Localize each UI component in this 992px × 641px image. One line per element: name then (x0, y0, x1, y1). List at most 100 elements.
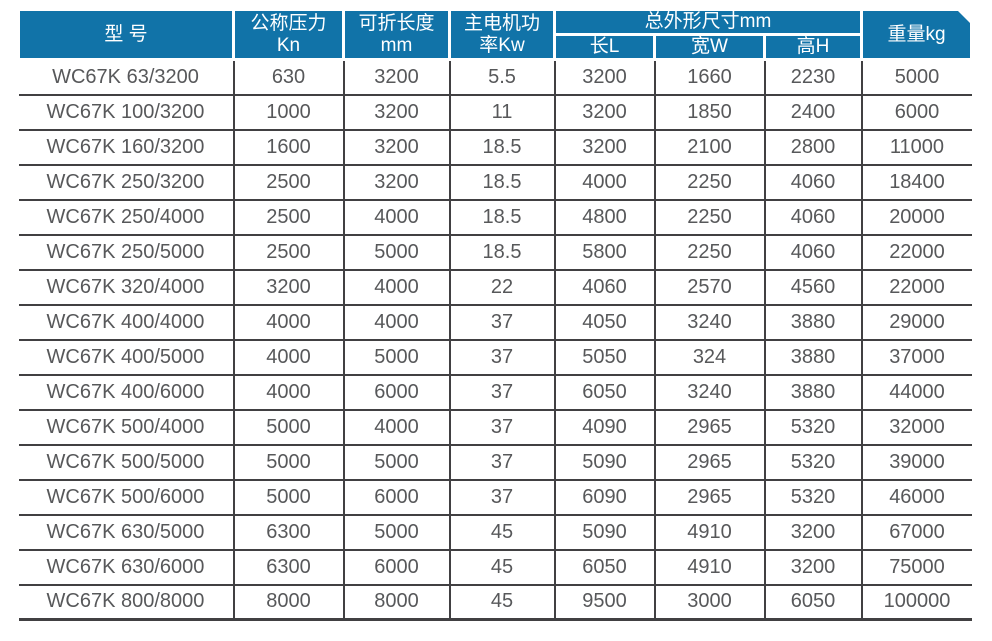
cell-length: 3200 (553, 58, 656, 96)
col-header-dimensions-group: 总外形尺寸mm (553, 8, 863, 36)
cell-pressure: 5000 (232, 443, 345, 481)
cell-model: WC67K 320/4000 (18, 268, 235, 306)
cell-length: 5800 (553, 233, 656, 271)
cell-motor-power: 37 (448, 443, 556, 481)
cell-width: 4910 (653, 548, 766, 586)
cell-width: 3000 (653, 583, 766, 621)
cell-height: 4060 (763, 163, 863, 201)
cell-weight: 46000 (860, 478, 972, 516)
cell-length: 3200 (553, 93, 656, 131)
table-body: WC67K 63/3200 630 3200 5.5 3200 1660 223… (18, 58, 972, 621)
cell-fold-length: 3200 (342, 58, 451, 96)
cell-weight: 5000 (860, 58, 972, 96)
cell-motor-power: 37 (448, 303, 556, 341)
cell-motor-power: 5.5 (448, 58, 556, 96)
cell-length: 4000 (553, 163, 656, 201)
col-header-pressure-line1: 公称压力 (250, 12, 327, 34)
col-header-dim-width: 宽W (653, 33, 766, 61)
cell-width: 2965 (653, 478, 766, 516)
cell-length: 9500 (553, 583, 656, 621)
cell-width: 1850 (653, 93, 766, 131)
cell-weight: 20000 (860, 198, 972, 236)
table-row: WC67K 63/3200 630 3200 5.5 3200 1660 223… (18, 58, 972, 96)
cell-height: 6050 (763, 583, 863, 621)
cell-length: 4050 (553, 303, 656, 341)
cell-width: 2100 (653, 128, 766, 166)
cell-width: 2250 (653, 163, 766, 201)
col-header-fold-length: 可折长度 mm (342, 8, 451, 61)
cell-length: 4060 (553, 268, 656, 306)
cell-length: 3200 (553, 128, 656, 166)
cell-pressure: 4000 (232, 338, 345, 376)
cell-model: WC67K 500/5000 (18, 443, 235, 481)
table-row: WC67K 160/3200 1600 3200 18.5 3200 2100 … (18, 128, 972, 166)
cell-weight: 22000 (860, 233, 972, 271)
cell-motor-power: 37 (448, 373, 556, 411)
table-row: WC67K 400/4000 4000 4000 37 4050 3240 38… (18, 303, 972, 341)
cell-length: 4090 (553, 408, 656, 446)
cell-height: 4060 (763, 198, 863, 236)
col-header-pressure: 公称压力 Kn (232, 8, 345, 61)
cell-height: 5320 (763, 408, 863, 446)
cell-height: 5320 (763, 478, 863, 516)
cell-fold-length: 5000 (342, 443, 451, 481)
cell-motor-power: 45 (448, 548, 556, 586)
cell-weight: 18400 (860, 163, 972, 201)
table-row: WC67K 400/5000 4000 5000 37 5050 324 388… (18, 338, 972, 376)
cell-fold-length: 6000 (342, 478, 451, 516)
cell-length: 6050 (553, 373, 656, 411)
col-header-motor-line1: 主电机功 (463, 12, 540, 34)
cell-weight: 75000 (860, 548, 972, 586)
cell-weight: 44000 (860, 373, 972, 411)
cell-model: WC67K 400/6000 (18, 373, 235, 411)
col-header-weight: 重量kg (860, 8, 973, 61)
cell-motor-power: 11 (448, 93, 556, 131)
cell-pressure: 6300 (232, 513, 345, 551)
cell-pressure: 2500 (232, 198, 345, 236)
table-row: WC67K 100/3200 1000 3200 11 3200 1850 24… (18, 93, 972, 131)
cell-weight: 11000 (860, 128, 972, 166)
cell-height: 2230 (763, 58, 863, 96)
col-header-pressure-line2: Kn (276, 34, 301, 56)
cell-motor-power: 18.5 (448, 128, 556, 166)
cell-width: 2250 (653, 233, 766, 271)
cell-model: WC67K 630/5000 (18, 513, 235, 551)
cell-fold-length: 4000 (342, 408, 451, 446)
cell-height: 3200 (763, 548, 863, 586)
cell-pressure: 630 (232, 58, 345, 96)
cell-width: 3240 (653, 373, 766, 411)
table-row: WC67K 500/6000 5000 6000 37 6090 2965 53… (18, 478, 972, 516)
cell-fold-length: 3200 (342, 93, 451, 131)
cell-motor-power: 37 (448, 338, 556, 376)
table-row: WC67K 630/5000 6300 5000 45 5090 4910 32… (18, 513, 972, 551)
table-row: WC67K 250/5000 2500 5000 18.5 5800 2250 … (18, 233, 972, 271)
cell-model: WC67K 400/5000 (18, 338, 235, 376)
cell-motor-power: 18.5 (448, 233, 556, 271)
col-header-fold-length-line1: 可折长度 (358, 12, 435, 34)
col-header-motor-line2: 率Kw (479, 34, 525, 56)
cell-height: 4560 (763, 268, 863, 306)
cell-length: 6090 (553, 478, 656, 516)
cell-pressure: 4000 (232, 373, 345, 411)
cell-fold-length: 3200 (342, 128, 451, 166)
cell-motor-power: 18.5 (448, 163, 556, 201)
cell-width: 2250 (653, 198, 766, 236)
cell-height: 5320 (763, 443, 863, 481)
table-header: 型 号 公称压力 Kn 可折长度 mm 主电机功 率Kw 总外形尺寸mm (17, 8, 973, 61)
cell-height: 2800 (763, 128, 863, 166)
cell-width: 3240 (653, 303, 766, 341)
table-row: WC67K 250/4000 2500 4000 18.5 4800 2250 … (18, 198, 972, 236)
cell-length: 5090 (553, 443, 656, 481)
cell-motor-power: 22 (448, 268, 556, 306)
cell-height: 4060 (763, 233, 863, 271)
cell-model: WC67K 400/4000 (18, 303, 235, 341)
col-header-dim-length: 长L (553, 33, 656, 61)
table-row: WC67K 630/6000 6300 6000 45 6050 4910 32… (18, 548, 972, 586)
cell-width: 2965 (653, 443, 766, 481)
cell-height: 3880 (763, 303, 863, 341)
cell-fold-length: 6000 (342, 373, 451, 411)
cell-fold-length: 6000 (342, 548, 451, 586)
cell-weight: 37000 (860, 338, 972, 376)
spec-table-container: 型 号 公称压力 Kn 可折长度 mm 主电机功 率Kw 总外形尺寸mm (17, 8, 973, 621)
cell-model: WC67K 500/4000 (18, 408, 235, 446)
